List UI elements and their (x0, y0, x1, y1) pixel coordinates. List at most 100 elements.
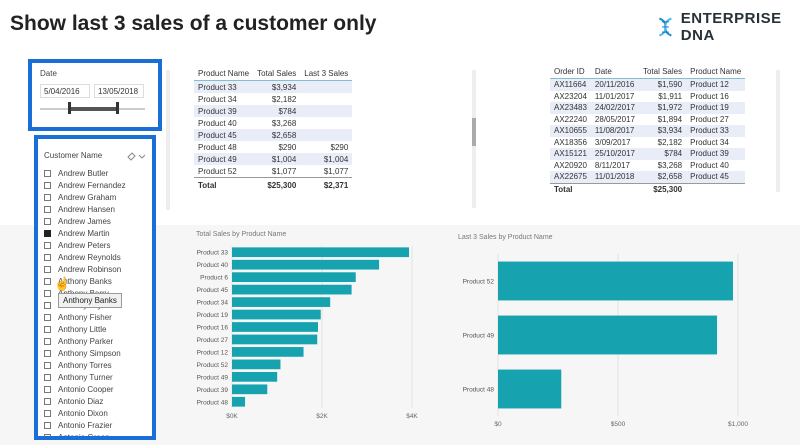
bar[interactable] (232, 322, 318, 332)
customer-checkbox[interactable] (44, 265, 51, 273)
customer-checkbox[interactable] (44, 337, 51, 345)
category-label: Product 6 (200, 275, 228, 282)
bar[interactable] (232, 297, 331, 307)
customer-checkbox[interactable] (44, 169, 51, 177)
customer-checkbox[interactable] (44, 421, 51, 429)
column-header[interactable]: Product Name (686, 64, 746, 79)
start-date-input[interactable]: 5/04/2016 (40, 84, 90, 98)
customer-item[interactable]: Andrew Butler (44, 167, 148, 179)
customer-slicer[interactable]: Customer Name Andrew Butler Andrew Fernan… (34, 135, 156, 440)
scrollbar[interactable] (166, 70, 170, 210)
bar[interactable] (232, 371, 278, 382)
customer-checkbox[interactable] (44, 289, 51, 297)
customer-item[interactable]: Andrew Robinson (44, 263, 148, 275)
column-header[interactable]: Total Sales (638, 64, 687, 79)
column-header[interactable]: Product Name (194, 66, 254, 81)
total-cell: $25,300 (253, 177, 301, 192)
customer-checkbox[interactable] (44, 361, 51, 369)
customer-checkbox[interactable] (44, 181, 51, 189)
customer-item[interactable]: Antonio Cooper (44, 383, 148, 395)
bar[interactable] (232, 384, 268, 395)
customer-checkbox[interactable] (44, 325, 51, 333)
customer-item[interactable]: Andrew James (44, 215, 148, 227)
date-slider-start-handle[interactable] (68, 102, 71, 114)
eraser-icon[interactable] (126, 151, 136, 161)
customer-name-label: Andrew Hansen (58, 204, 115, 214)
date-slider-range (68, 107, 118, 111)
customer-checkbox[interactable] (44, 217, 51, 225)
bar[interactable] (232, 347, 304, 357)
column-header[interactable]: Order ID (550, 64, 591, 79)
bar[interactable] (498, 315, 718, 355)
customer-checkbox[interactable] (44, 229, 51, 237)
date-slicer[interactable]: Date 5/04/2016 13/05/2018 (28, 59, 162, 131)
customer-checkbox[interactable] (44, 277, 51, 285)
customer-checkbox[interactable] (44, 241, 51, 249)
bar[interactable] (232, 259, 380, 270)
customer-item[interactable]: Andrew Graham (44, 191, 148, 203)
customer-checkbox[interactable] (44, 205, 51, 213)
column-header[interactable]: Last 3 Sales (300, 66, 353, 81)
customer-item[interactable]: Antonio Diaz (44, 395, 148, 407)
hover-tooltip: Anthony Banks (58, 293, 122, 308)
table-cell: AX23483 (550, 102, 591, 114)
customer-item[interactable]: Antonio Green (44, 431, 148, 436)
customer-checkbox[interactable] (44, 253, 51, 261)
customer-item[interactable]: Andrew Reynolds (44, 251, 148, 263)
customer-item[interactable]: Antonio Frazier (44, 419, 148, 431)
customer-item[interactable]: Anthony Turner (44, 371, 148, 383)
customer-item[interactable]: Anthony Fisher (44, 311, 148, 323)
table-cell (300, 105, 353, 117)
customer-item[interactable]: Andrew Fernandez (44, 179, 148, 191)
table-cell: Product 12 (686, 78, 746, 91)
customer-item[interactable]: Anthony Banks (44, 275, 148, 287)
customer-item[interactable]: Anthony Torres (44, 359, 148, 371)
customer-checkbox[interactable] (44, 409, 51, 417)
x-tick-label: $2K (316, 413, 328, 420)
customer-checkbox[interactable] (44, 397, 51, 405)
bar[interactable] (232, 272, 356, 283)
date-slider-end-handle[interactable] (116, 102, 119, 114)
column-header[interactable]: Total Sales (253, 66, 301, 81)
column-header[interactable]: Date (590, 64, 639, 79)
customer-checkbox[interactable] (44, 349, 51, 357)
scrollbar[interactable] (776, 70, 780, 192)
bar[interactable] (232, 284, 352, 295)
x-tick-label: $1,000 (728, 421, 748, 428)
customer-name-label: Anthony Banks (58, 276, 112, 286)
customer-checkbox[interactable] (44, 193, 51, 201)
customer-item[interactable]: Andrew Peters (44, 239, 148, 251)
bar[interactable] (232, 334, 318, 345)
customer-item[interactable]: Andrew Hansen (44, 203, 148, 215)
table-cell: $1,590 (638, 78, 687, 91)
customer-name-label: Andrew Graham (58, 192, 117, 202)
customer-checkbox[interactable] (44, 313, 51, 321)
bar[interactable] (498, 261, 733, 301)
table-cell: AX20920 (554, 160, 587, 170)
customer-item[interactable]: Andrew Martin (44, 227, 148, 239)
total-cell (590, 182, 639, 195)
customer-checkbox[interactable] (44, 373, 51, 381)
bar[interactable] (498, 369, 562, 409)
customer-item[interactable]: Anthony Simpson (44, 347, 148, 359)
table-cell: 25/10/2017 (590, 148, 639, 160)
table-cell: 28/05/2017 (594, 114, 635, 124)
category-label: Product 52 (463, 279, 495, 286)
bar[interactable] (232, 309, 321, 320)
bar[interactable] (232, 396, 246, 407)
chart-title-last3-sales: Last 3 Sales by Product Name (458, 234, 553, 241)
customer-checkbox[interactable] (44, 301, 51, 309)
customer-checkbox[interactable] (44, 433, 51, 436)
bar[interactable] (232, 247, 410, 258)
table-cell: Product 45 (686, 171, 746, 183)
chevron-down-icon[interactable] (138, 152, 146, 160)
bar[interactable] (232, 359, 281, 370)
customer-item[interactable]: Anthony Parker (44, 335, 148, 347)
scrollbar-thumb[interactable] (472, 118, 476, 146)
customer-item[interactable]: Anthony Little (44, 323, 148, 335)
end-date-input[interactable]: 13/05/2018 (94, 84, 144, 98)
customer-item[interactable]: Antonio Dixon (44, 407, 148, 419)
table-cell: $3,934 (253, 80, 301, 93)
customer-checkbox[interactable] (44, 385, 51, 393)
mouse-pointer-icon: ☝ (54, 276, 71, 291)
